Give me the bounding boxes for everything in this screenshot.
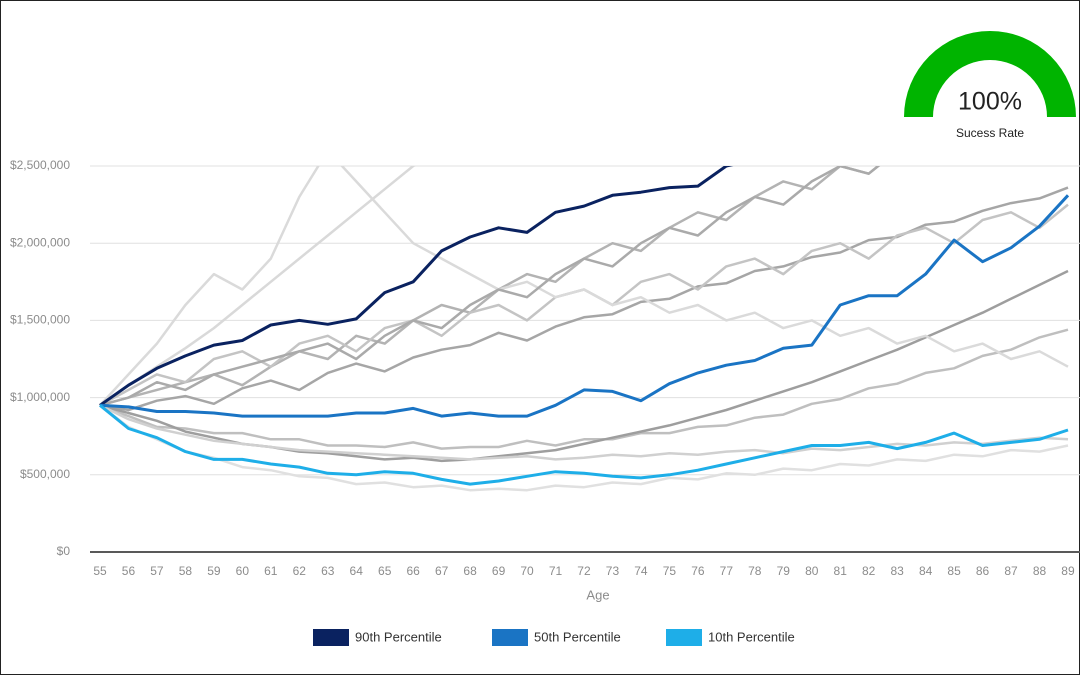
simulation-line bbox=[99, 166, 881, 407]
y-tick-label: $1,000,000 bbox=[10, 390, 70, 404]
gauge-label: Sucess Rate bbox=[956, 126, 1024, 140]
x-tick-label: 79 bbox=[777, 564, 791, 578]
x-tick-label: 87 bbox=[1004, 564, 1018, 578]
percentile-line bbox=[99, 194, 1070, 418]
x-tick-label: 69 bbox=[492, 564, 506, 578]
grid bbox=[90, 165, 1080, 553]
y-tick-label: $2,000,000 bbox=[10, 235, 70, 249]
x-tick-label: 77 bbox=[720, 564, 734, 578]
legend-label: 10th Percentile bbox=[708, 629, 795, 644]
percentile-line bbox=[99, 404, 1069, 486]
x-tick-label: 57 bbox=[150, 564, 164, 578]
x-tick-label: 56 bbox=[122, 564, 136, 578]
labels: $0 $500,000 $1,000,000 $1,500,000 $2,000,000… bbox=[10, 31, 1076, 646]
gauge-arc bbox=[904, 31, 1076, 117]
x-tick-label: 89 bbox=[1061, 564, 1075, 578]
y-tick-label: $1,500,000 bbox=[10, 313, 70, 327]
simulation-line bbox=[99, 328, 1069, 450]
x-tick-label: 58 bbox=[179, 564, 193, 578]
y-tick-label: $0 bbox=[57, 544, 71, 558]
x-tick-label: 60 bbox=[236, 564, 250, 578]
x-tick-label: 62 bbox=[293, 564, 307, 578]
x-tick-label: 66 bbox=[406, 564, 420, 578]
legend-label: 90th Percentile bbox=[355, 629, 442, 644]
gauge-value: 100% bbox=[958, 88, 1022, 116]
simulation-line bbox=[99, 166, 1069, 407]
x-tick-label: 70 bbox=[520, 564, 534, 578]
x-tick-label: 83 bbox=[890, 564, 904, 578]
x-tick-label: 75 bbox=[663, 564, 677, 578]
legend-swatch bbox=[666, 629, 702, 646]
x-tick-label: 82 bbox=[862, 564, 876, 578]
x-tick-label: 59 bbox=[207, 564, 221, 578]
x-tick-label: 71 bbox=[549, 564, 563, 578]
x-tick-label: 67 bbox=[435, 564, 449, 578]
y-tick-label: $2,500,000 bbox=[10, 158, 70, 172]
x-tick-label: 88 bbox=[1033, 564, 1047, 578]
x-tick-label: 84 bbox=[919, 564, 933, 578]
x-tick-label: 55 bbox=[93, 564, 107, 578]
x-tick-label: 63 bbox=[321, 564, 335, 578]
x-tick-label: 76 bbox=[691, 564, 705, 578]
x-tick-label: 85 bbox=[947, 564, 961, 578]
x-tick-label: 72 bbox=[577, 564, 591, 578]
x-tick-label: 78 bbox=[748, 564, 762, 578]
x-tick-label: 86 bbox=[976, 564, 990, 578]
legend-swatch bbox=[313, 629, 349, 646]
x-tick-label: 61 bbox=[264, 564, 278, 578]
x-tick-label: 81 bbox=[834, 564, 848, 578]
y-tick-label: $500,000 bbox=[20, 467, 70, 481]
legend-swatch bbox=[492, 629, 528, 646]
simulation-line bbox=[99, 166, 416, 407]
lines bbox=[99, 166, 1070, 492]
x-tick-label: 65 bbox=[378, 564, 392, 578]
x-tick-label: 64 bbox=[350, 564, 364, 578]
x-tick-label: 74 bbox=[634, 564, 648, 578]
simulation-line bbox=[99, 404, 1069, 461]
x-tick-label: 73 bbox=[606, 564, 620, 578]
legend-label: 50th Percentile bbox=[534, 629, 621, 644]
x-tick-label: 68 bbox=[463, 564, 477, 578]
x-axis-label: Age bbox=[586, 587, 609, 602]
simulation-line bbox=[99, 404, 1069, 492]
x-tick-label: 80 bbox=[805, 564, 819, 578]
percentile-line bbox=[99, 166, 734, 407]
